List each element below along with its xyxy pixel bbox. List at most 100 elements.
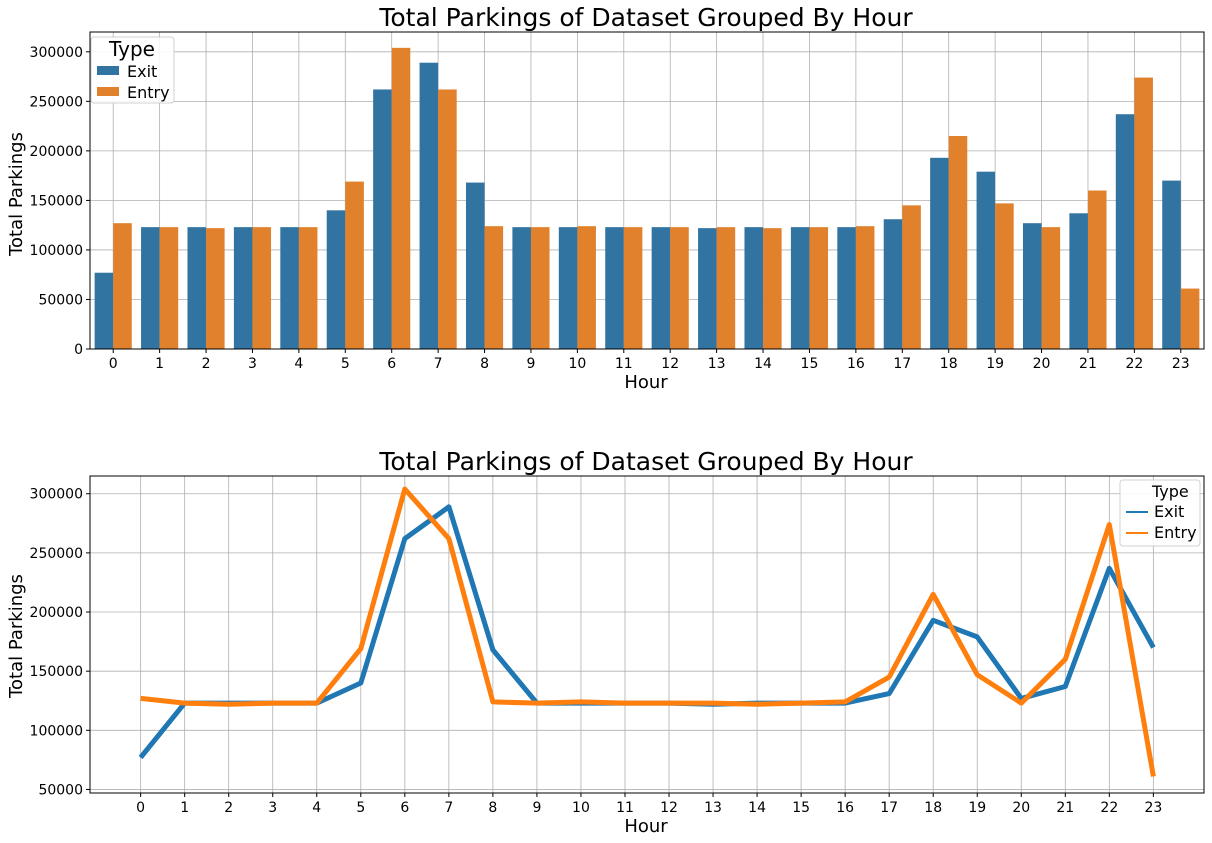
- bar-chart-title: Total Parkings of Dataset Grouped By Hou…: [378, 3, 913, 32]
- bar-x-tick-label: 2: [202, 356, 211, 372]
- bar-x-tick-label: 17: [893, 356, 911, 372]
- bar-x-tick-label: 20: [1033, 356, 1051, 372]
- bar-x-tick-label: 19: [986, 356, 1004, 372]
- bar-x-tick-label: 18: [940, 356, 958, 372]
- bar-legend-label-entry: Entry: [127, 83, 170, 102]
- bar-entry-hour-1: [159, 227, 179, 349]
- line-x-tick-label: 6: [400, 800, 409, 816]
- line-x-tick-label: 14: [748, 800, 766, 816]
- line-x-tick-label: 11: [616, 800, 634, 816]
- bar-x-tick-label: 9: [526, 356, 535, 372]
- bar-exit-hour-2: [187, 227, 207, 349]
- line-series-exit: [138, 504, 1156, 760]
- line-x-tick-label: 3: [268, 800, 277, 816]
- bar-y-tick-label: 250000: [30, 94, 83, 110]
- bar-x-tick-label: 4: [294, 356, 303, 372]
- bar-exit-hour-6: [373, 89, 392, 350]
- line-legend-label-entry: Entry: [1154, 523, 1197, 542]
- line-x-tick-label: 13: [704, 800, 722, 816]
- bar-exit-hour-10: [558, 227, 578, 349]
- line-x-tick-label: 15: [792, 800, 810, 816]
- line-x-tick-label: 17: [880, 800, 898, 816]
- bar-chart-x-axis-label: Hour: [624, 372, 668, 393]
- line-x-tick-label: 10: [572, 800, 590, 816]
- bar-y-tick-label: 150000: [30, 193, 83, 209]
- bar-chart-y-axis-label: Total Parkings: [6, 132, 27, 257]
- bar-y-tick-label: 300000: [30, 45, 83, 61]
- line-y-tick-label: 300000: [30, 487, 83, 503]
- bar-entry-hour-3: [252, 227, 272, 349]
- line-chart-legend: Type Exit Entry: [1119, 479, 1201, 547]
- line-legend-title: Type: [1151, 482, 1189, 501]
- line-chart-y-axis-label: Total Parkings: [6, 574, 27, 699]
- bar-exit-hour-5: [326, 210, 346, 349]
- bar-exit-hour-1: [141, 227, 160, 349]
- line-x-tick-label: 22: [1100, 800, 1118, 816]
- line-x-tick-label: 18: [924, 800, 942, 816]
- bar-x-tick-label: 14: [754, 356, 772, 372]
- bar-exit-hour-3: [233, 227, 253, 349]
- bar-entry-hour-19: [995, 203, 1014, 349]
- bar-entry-hour-12: [670, 227, 689, 349]
- bar-entry-hour-2: [206, 228, 225, 349]
- bar-exit-hour-19: [976, 171, 996, 349]
- line-y-tick-label: 250000: [30, 546, 83, 562]
- line-chart: Total Parkings of Dataset Grouped By Hou…: [6, 447, 1205, 837]
- bar-exit-hour-23: [1162, 180, 1181, 349]
- bar-x-tick-label: 10: [568, 356, 586, 372]
- bar-exit-hour-17: [883, 219, 903, 349]
- bar-entry-hour-16: [855, 226, 875, 349]
- bar-exit-hour-12: [651, 227, 671, 349]
- bar-exit-hour-21: [1069, 213, 1088, 349]
- bar-legend-title: Type: [108, 37, 155, 61]
- bar-entry-hour-20: [1041, 227, 1061, 349]
- bar-x-tick-label: 7: [434, 356, 443, 372]
- bar-entry-hour-17: [902, 205, 921, 349]
- bar-x-tick-label: 22: [1125, 356, 1143, 372]
- bar-y-tick-label: 100000: [30, 243, 83, 259]
- bar-entry-hour-18: [948, 136, 968, 349]
- bar-exit-hour-11: [605, 227, 624, 349]
- bar-entry-hour-7: [438, 89, 457, 350]
- bar-entry-hour-8: [484, 226, 504, 349]
- bar-x-tick-label: 6: [387, 356, 396, 372]
- bar-chart-legend: Type Exit Entry: [90, 36, 175, 104]
- bar-x-tick-label: 3: [248, 356, 257, 372]
- line-series-entry: [140, 486, 1156, 777]
- line-x-tick-label: 4: [312, 800, 321, 816]
- bar-entry-hour-21: [1087, 190, 1107, 349]
- bar-exit-hour-18: [930, 157, 949, 349]
- bar-entry-hour-6: [391, 47, 411, 349]
- line-x-tick-label: 21: [1056, 800, 1074, 816]
- bar-x-tick-label: 8: [480, 356, 489, 372]
- bar-entry-hour-23: [1180, 288, 1200, 349]
- bar-entry-hour-14: [763, 228, 782, 349]
- line-legend-label-exit: Exit: [1154, 502, 1184, 521]
- line-y-tick-label: 100000: [30, 723, 83, 739]
- line-x-tick-label: 20: [1012, 800, 1030, 816]
- bar-x-tick-label: 15: [801, 356, 819, 372]
- bar-x-tick-label: 12: [661, 356, 679, 372]
- line-chart-x-axis-label: Hour: [624, 816, 668, 837]
- bar-exit-hour-20: [1022, 223, 1042, 349]
- bar-chart: Total Parkings of Dataset Grouped By Hou…: [6, 3, 1205, 393]
- line-x-tick-label: 0: [136, 800, 145, 816]
- line-x-tick-label: 2: [224, 800, 233, 816]
- bar-y-tick-label: 50000: [38, 292, 83, 308]
- bar-entry-hour-10: [577, 226, 596, 349]
- bar-x-tick-label: 1: [155, 356, 164, 372]
- bar-x-tick-label: 5: [341, 356, 350, 372]
- line-x-tick-label: 12: [660, 800, 678, 816]
- bar-entry-hour-11: [623, 227, 643, 349]
- bar-exit-hour-9: [512, 227, 531, 349]
- bar-exit-hour-15: [790, 227, 810, 349]
- line-x-tick-label: 1: [180, 800, 189, 816]
- bar-entry-hour-22: [1134, 77, 1153, 349]
- line-x-tick-label: 16: [836, 800, 854, 816]
- bar-entry-hour-9: [530, 227, 550, 349]
- line-y-tick-label: 200000: [30, 605, 83, 621]
- bar-x-tick-label: 0: [109, 356, 118, 372]
- line-x-tick-label: 9: [532, 800, 541, 816]
- bar-exit-hour-8: [465, 182, 485, 349]
